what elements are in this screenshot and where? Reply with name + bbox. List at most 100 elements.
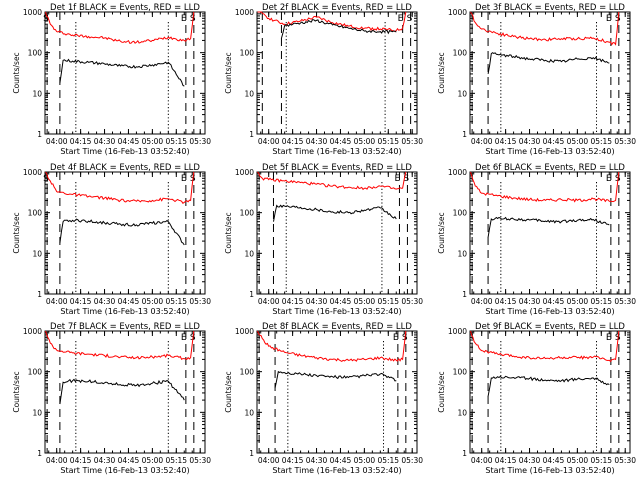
events-series-line bbox=[487, 216, 610, 238]
x-tick-label: 05:15 bbox=[165, 297, 187, 306]
x-tick-label: 05:30 bbox=[614, 297, 636, 306]
y-tick-label: 1 bbox=[37, 130, 42, 139]
x-tick-label: 04:15 bbox=[495, 456, 517, 465]
events-series-line bbox=[274, 370, 397, 388]
x-tick-label: 04:15 bbox=[495, 137, 517, 146]
chart-panel-1: Det 1f BLACK = Events, RED = LLD 1 10 100 10… bbox=[12, 3, 211, 156]
x-tick-label: 04:45 bbox=[118, 137, 140, 146]
x-tick-label: 04:45 bbox=[330, 137, 352, 146]
x-tick-label: 04:00 bbox=[46, 456, 68, 465]
y-axis-label: Counts/sec bbox=[224, 212, 233, 253]
x-tick-label: 04:00 bbox=[471, 137, 493, 146]
x-tick-label: 04:30 bbox=[306, 456, 328, 465]
x-tick-label: 04:30 bbox=[306, 297, 328, 306]
lld-series-line bbox=[45, 171, 195, 205]
y-tick-label: 1000 bbox=[235, 8, 254, 17]
chart-title: Det 3f BLACK = Events, RED = LLD bbox=[475, 3, 625, 13]
x-tick-label: 05:15 bbox=[377, 137, 399, 146]
y-tick-label: 1 bbox=[37, 449, 42, 458]
chart-title: Det 7f BLACK = Events, RED = LLD bbox=[50, 322, 200, 332]
y-tick-label: 100 bbox=[28, 368, 43, 377]
events-series-line bbox=[281, 19, 397, 39]
x-axis-label: Start Time (16-Feb-13 03:52:40) bbox=[60, 307, 189, 316]
x-tick-label: 04:15 bbox=[282, 297, 304, 306]
x-tick-label: 05:15 bbox=[165, 137, 187, 146]
x-tick-label: 04:00 bbox=[258, 137, 280, 146]
x-tick-label: 04:30 bbox=[306, 137, 328, 146]
x-tick-label: 05:00 bbox=[354, 456, 376, 465]
x-tick-label: 04:00 bbox=[471, 456, 493, 465]
x-tick-label: 04:45 bbox=[543, 297, 565, 306]
x-tick-label: 05:30 bbox=[401, 137, 423, 146]
x-tick-label: 05:15 bbox=[165, 456, 187, 465]
events-series-line bbox=[487, 52, 610, 74]
x-axis-label: Start Time (16-Feb-13 03:52:40) bbox=[60, 147, 189, 156]
y-tick-label: 100 bbox=[240, 209, 255, 218]
chart-panel-4: Det 4f BLACK = Events, RED = LLD 1 10 100 10… bbox=[12, 163, 211, 316]
x-tick-label: 04:45 bbox=[118, 297, 140, 306]
x-tick-label: 04:15 bbox=[495, 297, 517, 306]
y-tick-label: 1 bbox=[249, 130, 254, 139]
x-tick-label: 04:30 bbox=[519, 297, 541, 306]
lld-series-line bbox=[470, 171, 620, 203]
x-tick-label: 05:30 bbox=[189, 456, 211, 465]
x-tick-label: 05:30 bbox=[401, 456, 423, 465]
y-tick-label: 100 bbox=[453, 368, 468, 377]
y-tick-label: 1 bbox=[462, 449, 467, 458]
y-tick-label: 1000 bbox=[448, 327, 467, 336]
x-tick-label: 05:15 bbox=[377, 297, 399, 306]
chart-title: Det 8f BLACK = Events, RED = LLD bbox=[262, 322, 412, 332]
x-tick-label: 04:45 bbox=[330, 297, 352, 306]
flag-s-label: S bbox=[407, 14, 413, 24]
x-tick-label: 04:30 bbox=[94, 137, 116, 146]
x-tick-label: 04:15 bbox=[70, 137, 92, 146]
y-tick-label: 10 bbox=[457, 249, 467, 258]
lld-series-line bbox=[470, 330, 620, 363]
x-tick-label: 05:00 bbox=[142, 297, 164, 306]
x-tick-label: 04:00 bbox=[258, 456, 280, 465]
plot-frame bbox=[256, 11, 418, 135]
x-tick-label: 04:30 bbox=[94, 456, 116, 465]
chart-panel-5: Det 5f BLACK = Events, RED = LLD 1 10 100 10… bbox=[224, 163, 423, 316]
chart-panel-8: Det 8f BLACK = Events, RED = LLD 1 10 100 10… bbox=[224, 322, 423, 475]
y-axis-label: Counts/sec bbox=[437, 212, 446, 253]
chart-title: Det 1f BLACK = Events, RED = LLD bbox=[50, 3, 200, 13]
y-tick-label: 10 bbox=[244, 249, 254, 258]
flag-e-label: E bbox=[606, 14, 612, 24]
x-axis-label: Start Time (16-Feb-13 03:52:40) bbox=[272, 466, 401, 475]
plot-frame bbox=[256, 330, 418, 454]
events-series-line bbox=[273, 204, 397, 222]
x-tick-label: 05:30 bbox=[401, 297, 423, 306]
events-series-line bbox=[59, 378, 185, 405]
y-tick-label: 100 bbox=[240, 49, 255, 58]
x-tick-label: 05:00 bbox=[142, 456, 164, 465]
x-axis-label: Start Time (16-Feb-13 03:52:40) bbox=[272, 307, 401, 316]
x-tick-label: 04:45 bbox=[543, 456, 565, 465]
x-tick-label: 05:30 bbox=[189, 137, 211, 146]
x-tick-label: 04:45 bbox=[330, 456, 352, 465]
y-tick-label: 100 bbox=[453, 49, 468, 58]
x-tick-label: 05:30 bbox=[189, 297, 211, 306]
x-tick-label: 04:15 bbox=[70, 456, 92, 465]
y-tick-label: 1000 bbox=[448, 8, 467, 17]
y-tick-label: 1000 bbox=[23, 327, 42, 336]
x-tick-label: 04:15 bbox=[282, 137, 304, 146]
lld-series-line bbox=[45, 11, 195, 44]
x-tick-label: 05:15 bbox=[590, 137, 612, 146]
y-tick-label: 10 bbox=[457, 408, 467, 417]
chart-panel-7: Det 7f BLACK = Events, RED = LLD 1 10 100 10… bbox=[12, 322, 211, 475]
events-series-line bbox=[487, 375, 610, 397]
y-tick-label: 100 bbox=[28, 49, 43, 58]
x-tick-label: 05:15 bbox=[590, 456, 612, 465]
x-tick-label: 05:00 bbox=[142, 137, 164, 146]
x-tick-label: 05:00 bbox=[354, 137, 376, 146]
flag-left-label: S bbox=[43, 174, 49, 184]
flag-e-label: E bbox=[606, 174, 612, 184]
x-tick-label: 05:15 bbox=[377, 456, 399, 465]
x-tick-label: 04:00 bbox=[46, 297, 68, 306]
chart-panel-2: Det 2f BLACK = Events, RED = LLD 1 10 100 10… bbox=[224, 3, 423, 156]
plot-frame bbox=[256, 171, 418, 295]
x-tick-label: 04:00 bbox=[471, 297, 493, 306]
plot-frame bbox=[469, 11, 631, 135]
